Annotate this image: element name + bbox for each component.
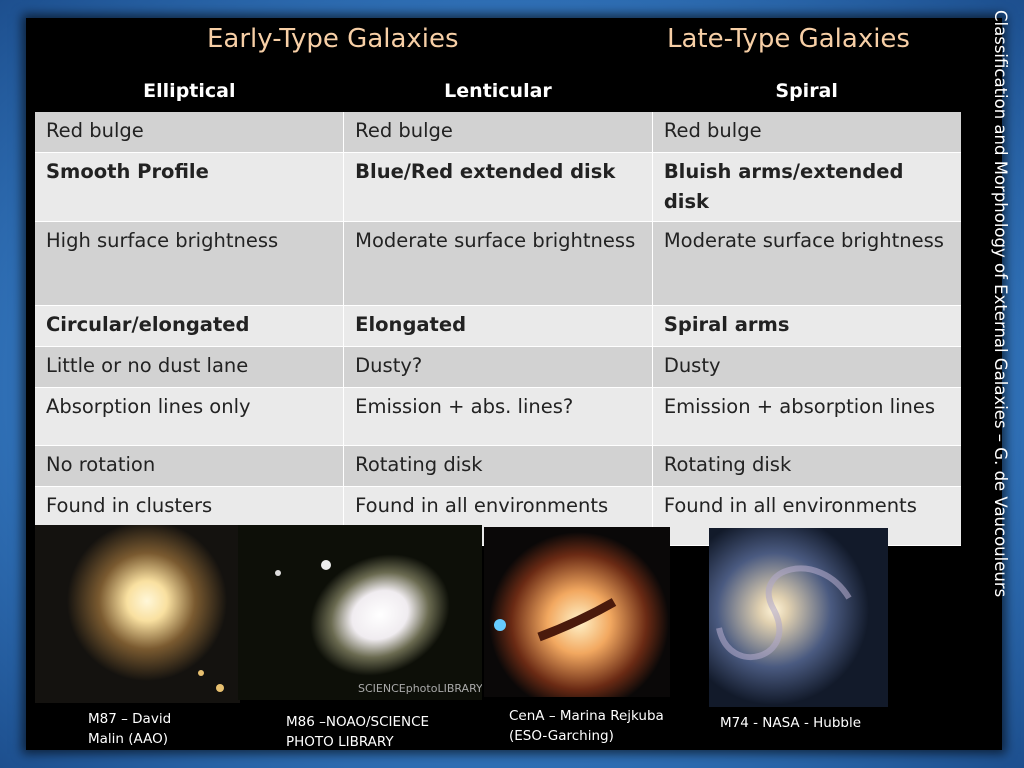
m87-image (35, 525, 240, 703)
table-cell: Spiral arms (652, 305, 961, 347)
table-cell: Elongated (343, 305, 653, 347)
m74-image (709, 528, 888, 707)
image-caption: CenA – Marina Rejkuba (ESO-Garching) (509, 708, 664, 744)
table-cell: No rotation (35, 445, 345, 487)
table-cell: Blue/Red extended disk (343, 152, 653, 222)
cena-image (484, 527, 670, 697)
table-cell: Little or no dust lane (35, 346, 345, 388)
right-title: Late-Type Galaxies (667, 24, 910, 54)
table-cell: Moderate surface brightness (343, 221, 653, 306)
table-row: Absorption lines only Emission + abs. lin… (35, 387, 961, 446)
header-row: Elliptical Lenticular Spiral (35, 70, 961, 112)
m86-image: SCIENCEphotoLIBRARY (238, 525, 482, 700)
table-cell: Smooth Profile (35, 152, 345, 222)
table-cell: Emission + absorption lines (652, 387, 961, 446)
table-cell: Rotating disk (652, 445, 961, 487)
image-caption: M87 – David Malin (AAO) (88, 711, 172, 747)
table-body: Red bulge Red bulge Red bulge Smooth Profil… (35, 112, 961, 546)
table-row: High surface brightness Moderate surface … (35, 221, 961, 306)
table-cell: High surface brightness (35, 221, 345, 306)
watermark: SCIENCEphotoLIBRARY (358, 682, 482, 695)
table-row: Circular/elongated Elongated Spiral arms (35, 305, 961, 347)
column-header: Elliptical (35, 70, 344, 112)
table-cell: Dusty (652, 346, 961, 388)
table-cell: Emission + abs. lines? (343, 387, 653, 446)
table-cell: Absorption lines only (35, 387, 345, 446)
table-row: Little or no dust lane Dusty? Dusty (35, 346, 961, 388)
table-row: Red bulge Red bulge Red bulge (35, 112, 961, 153)
table-cell: Red bulge (652, 112, 961, 153)
table-cell: Rotating disk (343, 445, 653, 487)
side-text: Classification and Morphology of Externa… (991, 10, 1010, 598)
left-title: Early-Type Galaxies (207, 24, 459, 54)
image-caption: M74 - NASA - Hubble (720, 715, 862, 731)
table-cell: Red bulge (35, 112, 345, 153)
comparison-table: Elliptical Lenticular Spiral Red bulge Re… (35, 70, 961, 546)
table-cell: Dusty? (343, 346, 653, 388)
table-cell: Red bulge (343, 112, 653, 153)
column-header: Lenticular (343, 70, 653, 112)
column-header: Spiral (652, 70, 961, 112)
table-cell: Circular/elongated (35, 305, 345, 347)
image-caption: M86 –NOAO/SCIENCE PHOTO LIBRARY (286, 714, 430, 750)
table-cell: Bluish arms/extended disk (652, 152, 961, 222)
table-cell: Moderate surface brightness (652, 221, 961, 306)
table-row: No rotation Rotating disk Rotating disk (35, 445, 961, 487)
table-row: Smooth Profile Blue/Red extended disk Blui… (35, 152, 961, 222)
